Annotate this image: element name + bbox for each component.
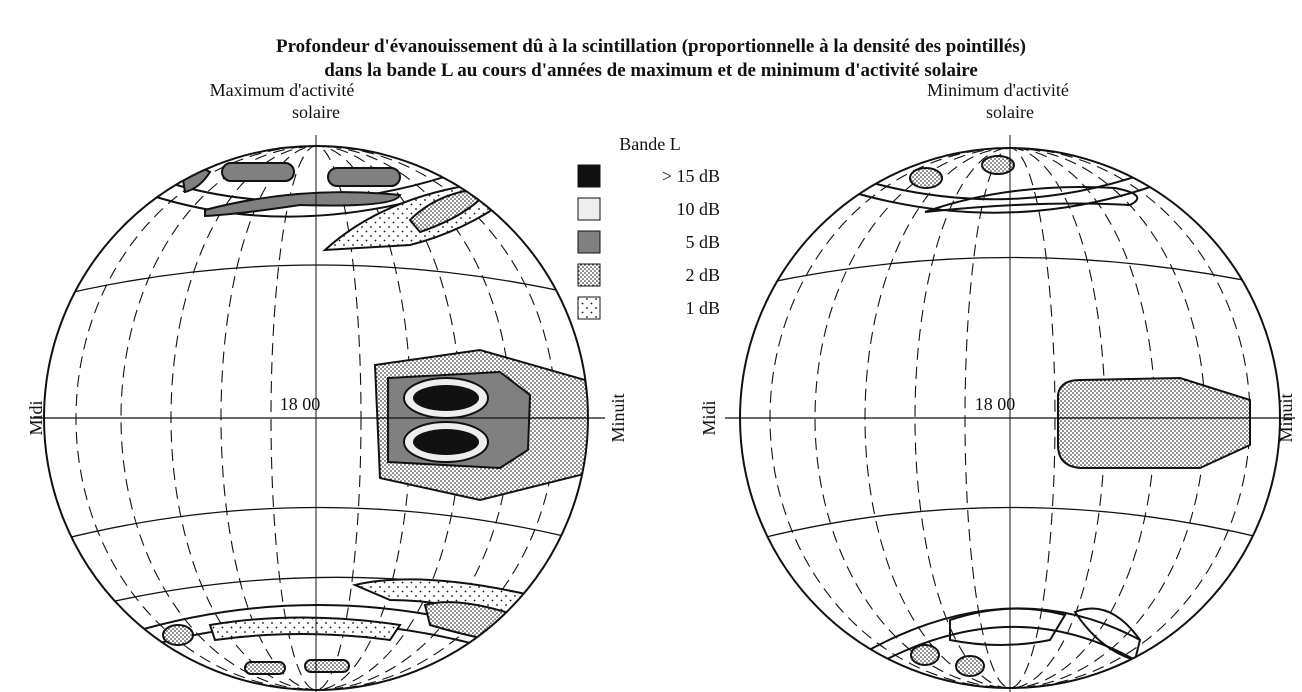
side-label: Midi (26, 400, 46, 435)
region-2db (909, 167, 943, 189)
region-2db (955, 655, 985, 677)
globe-label: solaire (292, 102, 340, 122)
region-1db (208, 616, 402, 642)
title: dans la bande L au cours d'années de max… (324, 60, 978, 81)
region-2db (304, 659, 350, 673)
region-2db (910, 644, 940, 666)
polar-band (854, 167, 1161, 201)
globe-label: solaire (986, 102, 1034, 122)
globe-label: Minimum d'activité (927, 80, 1069, 100)
legend-item: 1 dB (685, 298, 720, 318)
region-15db (413, 385, 479, 411)
legend-item: 10 dB (676, 199, 720, 219)
title: Profondeur d'évanouissement dû à la scin… (276, 36, 1026, 57)
region-5db (221, 162, 295, 182)
region-5db (180, 167, 212, 194)
region-2db (1057, 376, 1251, 469)
legend-item: 5 dB (685, 232, 720, 252)
legend-swatch (577, 296, 601, 320)
legend-swatch (577, 197, 601, 221)
region-2db (244, 661, 286, 675)
region-2db (162, 624, 194, 646)
region-5db (204, 191, 402, 218)
side-label: Midi (699, 400, 719, 435)
latitude (740, 256, 1280, 291)
region-2db (423, 601, 547, 652)
side-label: Minuit (608, 393, 628, 442)
legend-item: 2 dB (685, 265, 720, 285)
globe-label: Maximum d'activité (210, 80, 355, 100)
contour (1073, 607, 1142, 662)
region-5db (327, 167, 401, 187)
legend-swatch (577, 164, 601, 188)
center-label: 18 00 (280, 394, 321, 414)
polar-band (844, 179, 1171, 214)
polar-band (869, 626, 1136, 669)
legend-title: Bande L (619, 134, 680, 154)
polar-band (859, 607, 1141, 656)
latitude (740, 506, 1280, 546)
latitude (44, 264, 588, 301)
region-2db (981, 155, 1015, 175)
legend-swatch (577, 230, 601, 254)
center-label: 18 00 (975, 394, 1016, 414)
contour (949, 607, 1067, 646)
contour (924, 186, 1139, 213)
latitude (44, 506, 588, 546)
legend-item: > 15 dB (662, 166, 720, 186)
legend-swatch (577, 263, 601, 287)
region-15db (413, 429, 479, 455)
side-label: Minuit (1276, 393, 1296, 442)
